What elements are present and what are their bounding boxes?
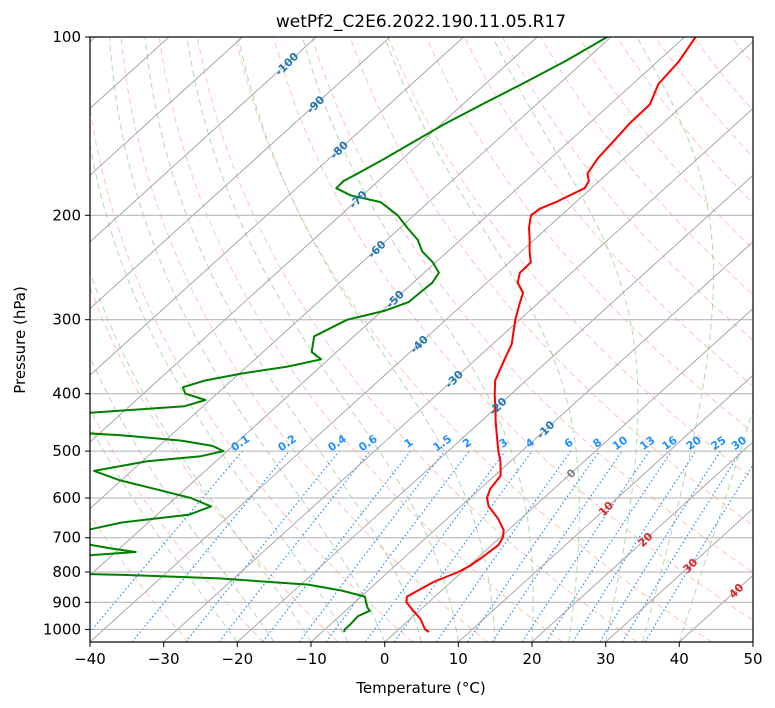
isotherm-line — [90, 37, 685, 576]
mixing-ratio-line — [467, 450, 600, 642]
x-tick-label: 0 — [380, 650, 390, 668]
moist-adiabat-line — [492, 37, 639, 642]
skewed-isotherms — [90, 37, 753, 642]
dry-adiabat-line — [196, 37, 638, 642]
moist-adiabat-line — [90, 424, 238, 642]
moist-adiabat-line — [109, 37, 386, 642]
mixing-ratio-line — [644, 463, 753, 642]
mixing-ratio-line — [325, 450, 470, 642]
isotherm-line — [90, 37, 464, 376]
dry-adiabat-line — [158, 37, 563, 642]
isotherm-line — [90, 41, 753, 642]
mixing-ratio-lines — [90, 450, 753, 642]
mixing-ratio-line — [364, 450, 506, 642]
moist-adiabat-line — [678, 408, 753, 642]
y-tick-label: 400 — [52, 385, 81, 403]
isotherm-line — [90, 37, 612, 510]
mixing-ratio-line — [90, 450, 243, 634]
dry-adiabat-line — [90, 285, 339, 642]
isotherm-line — [457, 374, 753, 642]
isotherm-line — [90, 37, 538, 443]
isotherm-line — [384, 307, 753, 642]
mixing-ratio-line — [491, 450, 623, 642]
x-tick-label: 30 — [596, 650, 615, 668]
mixing-ratio-line — [435, 450, 572, 642]
mixing-ratio-line — [572, 450, 697, 642]
x-tick-label: −30 — [148, 650, 180, 668]
moist-adiabat-line — [186, 37, 459, 642]
isotherm-line — [531, 441, 753, 642]
mixing-ratio-line — [545, 450, 673, 642]
mixing-ratio-line — [131, 450, 290, 642]
dewpoint-profile-line — [90, 37, 608, 633]
mixing-ratio-line — [621, 450, 742, 642]
dry-adiabat-line — [654, 37, 753, 158]
mixing-ratio-line — [298, 450, 445, 642]
sounding-series — [90, 37, 697, 633]
moist-adiabat-line — [301, 37, 534, 642]
y-tick-label: 100 — [52, 28, 81, 46]
x-tick-label: −40 — [74, 650, 106, 668]
isotherm-line — [163, 107, 753, 642]
y-tick-label: 700 — [52, 529, 81, 547]
isobar-gridlines — [90, 37, 753, 630]
x-axis-label: Temperature (°C) — [355, 679, 485, 697]
x-tick-label: 40 — [670, 650, 689, 668]
moist-adiabat-line — [90, 141, 349, 642]
y-tick-label: 600 — [52, 489, 81, 507]
moist-adiabat-line — [237, 37, 496, 642]
isotherm-line — [605, 507, 753, 642]
dry-adiabat-line — [273, 37, 753, 621]
dry-adiabat-line — [349, 37, 753, 526]
x-tick-label: 20 — [522, 650, 541, 668]
chart-title: wetPf2_C2E6.2022.190.11.05.R17 — [276, 12, 566, 32]
isotherm-line — [236, 174, 753, 642]
y-tick-label: 500 — [52, 442, 81, 460]
mixing-ratio-line — [185, 450, 340, 642]
dry-adiabat-line — [502, 37, 753, 341]
isotherm-line — [90, 37, 243, 176]
temperature-profile-line — [405, 37, 697, 633]
dry-adiabat-line — [90, 408, 264, 642]
isotherm-line — [90, 37, 391, 310]
dry-adiabat-line — [540, 37, 753, 296]
x-tick-label: −10 — [295, 650, 327, 668]
y-tick-label: 1000 — [43, 620, 81, 638]
y-tick-label: 200 — [52, 206, 81, 224]
dry-adiabat-line — [90, 104, 414, 642]
x-tick-label: −20 — [221, 650, 253, 668]
plot-frame — [89, 36, 754, 643]
y-tick-label: 900 — [52, 593, 81, 611]
y-tick-label: 300 — [52, 311, 81, 329]
moist-adiabat-line — [636, 37, 714, 642]
isotherm-line — [310, 241, 753, 642]
y-axis: 100 200 300 400 500 600 700 800 900 1000 — [43, 28, 90, 638]
dry-adiabat-line — [464, 37, 753, 387]
mixing-ratio-line — [521, 450, 650, 642]
y-axis-label: Pressure (hPa) — [11, 286, 29, 394]
dry-adiabat-line — [616, 37, 753, 204]
x-tick-label: 10 — [449, 650, 468, 668]
x-tick-label: 50 — [743, 650, 762, 668]
dry-adiabats — [90, 37, 753, 642]
isotherm-line — [90, 37, 317, 243]
y-tick-label: 800 — [52, 563, 81, 581]
x-axis: −40 −30 −20 −10 0 10 20 30 40 50 — [74, 642, 763, 668]
dry-adiabat-line — [311, 37, 753, 574]
moist-adiabat-line — [384, 37, 580, 642]
dry-adiabat-line — [120, 37, 488, 642]
dry-adiabat-line — [235, 37, 712, 642]
dry-adiabat-line — [387, 37, 753, 480]
moist-adiabat-line — [90, 355, 275, 642]
